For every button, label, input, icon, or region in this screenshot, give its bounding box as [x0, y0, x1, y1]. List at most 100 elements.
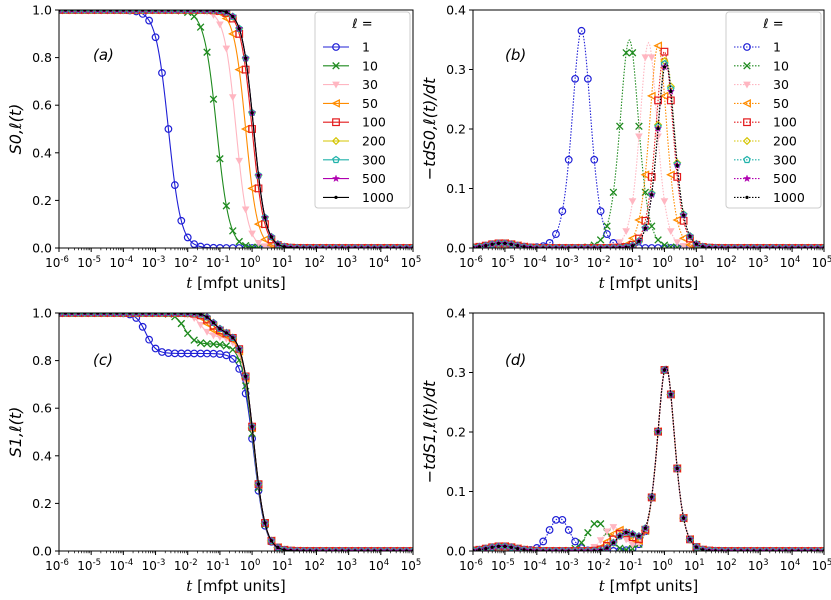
data-point [269, 235, 273, 239]
data-point [228, 333, 237, 341]
data-point [558, 546, 567, 551]
legend-marker [743, 155, 751, 164]
data-point [62, 10, 69, 14]
data-point [177, 313, 186, 318]
data-point [256, 173, 261, 177]
data-point [737, 243, 745, 248]
data-point [488, 240, 496, 248]
data-point [481, 241, 490, 248]
data-point [152, 313, 159, 317]
data-point [318, 243, 327, 248]
panel-label: (c) [93, 351, 113, 369]
data-point [724, 243, 733, 248]
y-tick-label: 0.6 [32, 98, 52, 113]
data-point [139, 313, 147, 317]
data-point [545, 526, 554, 534]
x-tick-label: 102 [716, 558, 737, 573]
data-point [152, 10, 159, 14]
data-point [637, 239, 641, 243]
data-point [177, 10, 185, 14]
data-point [628, 48, 637, 57]
data-point [475, 242, 484, 248]
legend-marker [332, 155, 340, 164]
data-point [383, 243, 392, 248]
data-point [724, 546, 733, 551]
data-point [643, 226, 647, 230]
legend-entry-500: 500 [323, 171, 386, 186]
legend-title: ℓ = [762, 17, 783, 32]
legend-label: 50 [773, 96, 789, 111]
data-point [630, 532, 635, 536]
data-point [618, 534, 622, 538]
data-point [151, 10, 160, 15]
data-point [306, 546, 314, 551]
data-point [552, 546, 560, 551]
x-tick-label: 10-6 [45, 558, 69, 573]
data-point [584, 528, 592, 537]
data-point [611, 541, 616, 545]
series-100 [473, 365, 824, 551]
data-point [477, 245, 481, 248]
data-point [107, 10, 114, 14]
data-point [513, 241, 522, 248]
data-point [788, 546, 796, 551]
plot-area [59, 313, 413, 551]
data-point [396, 546, 405, 551]
data-point [603, 222, 611, 230]
plot-area [473, 365, 824, 551]
data-point [331, 243, 340, 248]
data-point [151, 344, 160, 353]
data-point [609, 538, 618, 547]
data-point [235, 29, 244, 38]
data-point [609, 188, 618, 197]
data-point [222, 351, 231, 360]
data-point [383, 546, 392, 551]
data-point [306, 546, 315, 551]
data-point [338, 546, 347, 551]
data-point [532, 546, 541, 551]
data-point [138, 10, 147, 15]
panel-a: 0.0 0.2 0.4 0.6 0.8 1.0 10-6 10-5 10-4 10-3 10-2 10… [6, 3, 421, 293]
data-point [158, 313, 166, 317]
data-point [396, 243, 404, 248]
data-point [312, 546, 321, 551]
data-point [248, 125, 256, 133]
data-point [389, 243, 398, 248]
data-point [522, 245, 526, 248]
legend-entry-1: 1 [323, 40, 370, 55]
x-tick-label: 105 [401, 255, 422, 270]
data-point [197, 10, 205, 14]
series-line [59, 10, 413, 248]
data-point [215, 10, 225, 15]
data-point [409, 546, 413, 551]
x-tick-label: 101 [684, 255, 705, 270]
data-point [244, 374, 248, 378]
x-tick-label: 10-2 [587, 558, 611, 573]
data-point [164, 10, 172, 14]
data-point [107, 313, 114, 317]
data-point [190, 10, 198, 14]
series-line [59, 10, 413, 248]
data-point [203, 339, 211, 348]
legend-marker [331, 136, 341, 146]
data-point [132, 313, 141, 318]
data-point [299, 546, 308, 551]
legend-marker [743, 62, 751, 70]
data-point [183, 10, 192, 15]
data-point [596, 236, 605, 244]
data-point [139, 10, 147, 14]
data-point [622, 48, 630, 57]
data-point [237, 27, 241, 31]
data-point [516, 244, 520, 248]
legend-entry-300: 300 [323, 152, 386, 167]
series-line [59, 10, 413, 248]
data-point [635, 133, 643, 141]
data-point [338, 243, 347, 248]
legend-label: 10 [773, 58, 789, 73]
y-tick-label: 1.0 [32, 306, 52, 321]
data-point [338, 546, 347, 551]
x-tick-label: 101 [684, 558, 705, 573]
data-point [209, 10, 218, 15]
legend-entry-1000: 1000 [323, 190, 394, 205]
data-point [190, 12, 198, 21]
